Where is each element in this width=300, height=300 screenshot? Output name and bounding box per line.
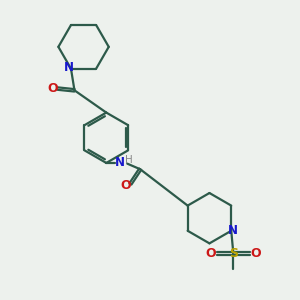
- Text: N: N: [228, 224, 238, 237]
- Text: N: N: [64, 61, 74, 74]
- Text: O: O: [120, 179, 131, 192]
- Text: O: O: [48, 82, 58, 95]
- Text: O: O: [206, 247, 216, 260]
- Text: O: O: [250, 247, 261, 260]
- Text: S: S: [229, 247, 238, 260]
- Text: H: H: [125, 155, 133, 165]
- Text: N: N: [115, 156, 125, 169]
